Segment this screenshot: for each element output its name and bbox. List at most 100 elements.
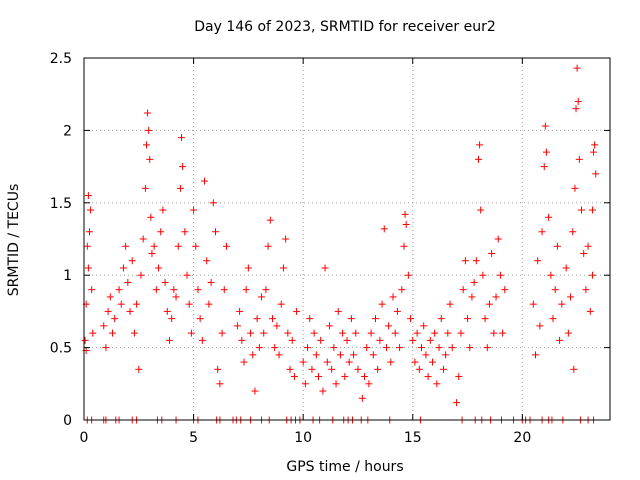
data-point xyxy=(457,329,465,337)
data-point xyxy=(150,242,158,250)
data-point xyxy=(89,329,97,337)
data-point xyxy=(205,300,213,308)
data-point xyxy=(431,329,439,337)
data-point xyxy=(176,184,184,192)
data-point xyxy=(481,315,489,323)
chart-title: Day 146 of 2023, SRMTID for receiver eur… xyxy=(194,19,496,35)
data-point xyxy=(590,148,598,156)
data-point xyxy=(279,264,287,272)
data-point xyxy=(575,155,583,163)
data-point xyxy=(293,307,301,315)
data-point xyxy=(148,249,156,257)
data-point xyxy=(319,387,327,395)
data-point xyxy=(588,206,596,214)
data-point xyxy=(549,315,557,323)
data-point xyxy=(547,271,555,279)
data-point xyxy=(301,380,309,388)
data-point xyxy=(479,271,487,279)
data-points xyxy=(81,64,600,424)
y-axis-label: SRMTID / TECUs xyxy=(6,184,22,297)
data-point xyxy=(268,315,276,323)
data-point xyxy=(492,293,500,301)
data-point xyxy=(185,300,193,308)
data-point xyxy=(142,141,150,149)
data-point xyxy=(255,344,263,352)
data-point xyxy=(258,293,266,301)
data-point xyxy=(562,264,570,272)
data-point xyxy=(310,329,318,337)
data-point xyxy=(165,336,173,344)
x-tick-label: 20 xyxy=(513,430,531,446)
data-point xyxy=(354,365,362,373)
data-point xyxy=(572,105,580,113)
data-point xyxy=(137,271,145,279)
data-point xyxy=(363,344,371,352)
data-point xyxy=(178,134,186,142)
data-point xyxy=(350,351,358,359)
data-point xyxy=(260,329,268,337)
data-point xyxy=(275,351,283,359)
data-point xyxy=(198,336,206,344)
data-point xyxy=(264,242,272,250)
data-point xyxy=(81,336,89,344)
data-point xyxy=(396,344,404,352)
data-point xyxy=(369,351,377,359)
y-tick-label: 0 xyxy=(63,413,72,429)
data-point xyxy=(135,365,143,373)
data-point xyxy=(282,235,290,243)
data-point xyxy=(84,192,92,200)
data-point xyxy=(365,380,373,388)
data-point xyxy=(88,286,96,294)
data-point xyxy=(172,293,180,301)
data-point xyxy=(401,210,409,218)
data-point xyxy=(453,399,461,407)
data-point xyxy=(330,344,338,352)
data-point xyxy=(442,351,450,359)
data-point xyxy=(192,242,200,250)
data-point xyxy=(106,293,114,301)
data-point xyxy=(317,336,325,344)
data-point xyxy=(115,286,123,294)
data-point xyxy=(400,242,408,250)
data-point xyxy=(290,373,298,381)
data-point xyxy=(466,344,474,352)
x-tick-label: 5 xyxy=(189,430,198,446)
data-point xyxy=(545,213,553,221)
data-point xyxy=(240,358,248,366)
data-point xyxy=(540,163,548,171)
data-point xyxy=(146,155,154,163)
data-point xyxy=(361,373,369,381)
data-point xyxy=(488,249,496,257)
data-point xyxy=(102,344,110,352)
data-point xyxy=(119,264,127,272)
data-point xyxy=(159,206,167,214)
data-point xyxy=(374,365,382,373)
data-point xyxy=(233,322,241,330)
data-point xyxy=(435,344,443,352)
data-point xyxy=(385,322,393,330)
data-point xyxy=(336,351,344,359)
data-point xyxy=(476,141,484,149)
data-point xyxy=(499,329,507,337)
data-point xyxy=(420,322,428,330)
data-point xyxy=(588,271,596,279)
data-point xyxy=(483,344,491,352)
data-point xyxy=(190,206,198,214)
data-point xyxy=(277,300,285,308)
data-point xyxy=(124,278,132,286)
y-tick-label: 2.5 xyxy=(50,51,72,67)
data-point xyxy=(328,365,336,373)
data-point xyxy=(249,351,257,359)
data-point xyxy=(306,315,314,323)
data-point xyxy=(308,365,316,373)
data-point xyxy=(380,225,388,233)
data-point xyxy=(315,373,323,381)
data-point xyxy=(496,271,504,279)
data-point xyxy=(558,300,566,308)
data-point xyxy=(347,315,355,323)
data-point xyxy=(393,307,401,315)
data-point xyxy=(411,358,419,366)
x-tick-label: 0 xyxy=(80,430,89,446)
data-point xyxy=(536,322,544,330)
